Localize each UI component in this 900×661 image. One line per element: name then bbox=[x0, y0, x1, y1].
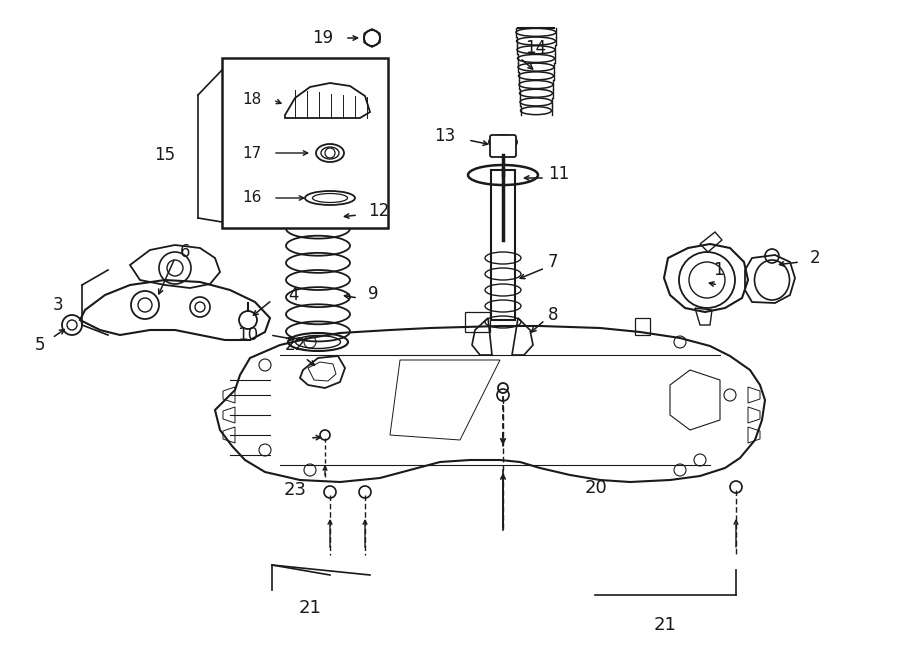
Text: 8: 8 bbox=[548, 306, 559, 324]
Text: 23: 23 bbox=[284, 481, 307, 499]
Text: 18: 18 bbox=[243, 93, 262, 108]
Text: 9: 9 bbox=[368, 285, 379, 303]
Text: 6: 6 bbox=[180, 243, 191, 261]
Bar bbox=[222, 58, 388, 228]
Text: 3: 3 bbox=[53, 296, 63, 314]
Text: 21: 21 bbox=[653, 616, 677, 634]
Text: 21: 21 bbox=[299, 599, 321, 617]
Text: 19: 19 bbox=[312, 29, 333, 47]
Text: 12: 12 bbox=[368, 202, 389, 220]
Text: 20: 20 bbox=[585, 479, 608, 497]
Text: 13: 13 bbox=[434, 127, 455, 145]
Text: 4: 4 bbox=[288, 286, 299, 304]
Text: 15: 15 bbox=[154, 146, 175, 164]
Text: 22: 22 bbox=[284, 336, 306, 354]
FancyBboxPatch shape bbox=[490, 135, 516, 157]
Text: 17: 17 bbox=[243, 145, 262, 161]
Text: 16: 16 bbox=[243, 190, 262, 206]
Text: 7: 7 bbox=[548, 253, 559, 271]
Text: 10: 10 bbox=[237, 326, 258, 344]
Text: 2: 2 bbox=[810, 249, 821, 267]
Text: 14: 14 bbox=[525, 39, 546, 57]
Text: 5: 5 bbox=[34, 336, 45, 354]
Bar bbox=[491, 170, 515, 320]
Text: 11: 11 bbox=[548, 165, 569, 183]
Text: 1: 1 bbox=[713, 261, 724, 279]
